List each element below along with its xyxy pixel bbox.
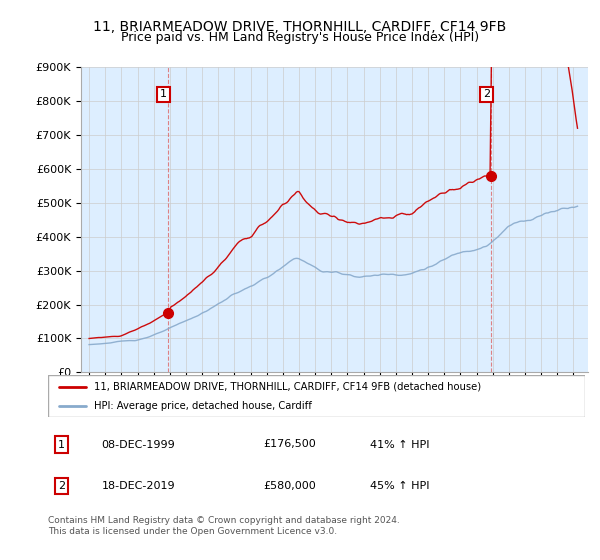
Text: Contains HM Land Registry data © Crown copyright and database right 2024.
This d: Contains HM Land Registry data © Crown c… [48, 516, 400, 536]
Text: 1: 1 [160, 90, 167, 99]
Text: 2: 2 [58, 481, 65, 491]
FancyBboxPatch shape [48, 375, 585, 417]
Text: Price paid vs. HM Land Registry's House Price Index (HPI): Price paid vs. HM Land Registry's House … [121, 31, 479, 44]
Text: 45% ↑ HPI: 45% ↑ HPI [370, 481, 430, 491]
Text: £580,000: £580,000 [263, 481, 316, 491]
Text: 2: 2 [483, 90, 490, 99]
Text: 08-DEC-1999: 08-DEC-1999 [102, 440, 175, 450]
Text: 11, BRIARMEADOW DRIVE, THORNHILL, CARDIFF, CF14 9FB: 11, BRIARMEADOW DRIVE, THORNHILL, CARDIF… [94, 20, 506, 34]
Text: 1: 1 [58, 440, 65, 450]
Text: HPI: Average price, detached house, Cardiff: HPI: Average price, detached house, Card… [94, 401, 311, 411]
Text: 11, BRIARMEADOW DRIVE, THORNHILL, CARDIFF, CF14 9FB (detached house): 11, BRIARMEADOW DRIVE, THORNHILL, CARDIF… [94, 381, 481, 391]
Text: £176,500: £176,500 [263, 440, 316, 450]
Text: 41% ↑ HPI: 41% ↑ HPI [370, 440, 430, 450]
Text: 18-DEC-2019: 18-DEC-2019 [102, 481, 175, 491]
